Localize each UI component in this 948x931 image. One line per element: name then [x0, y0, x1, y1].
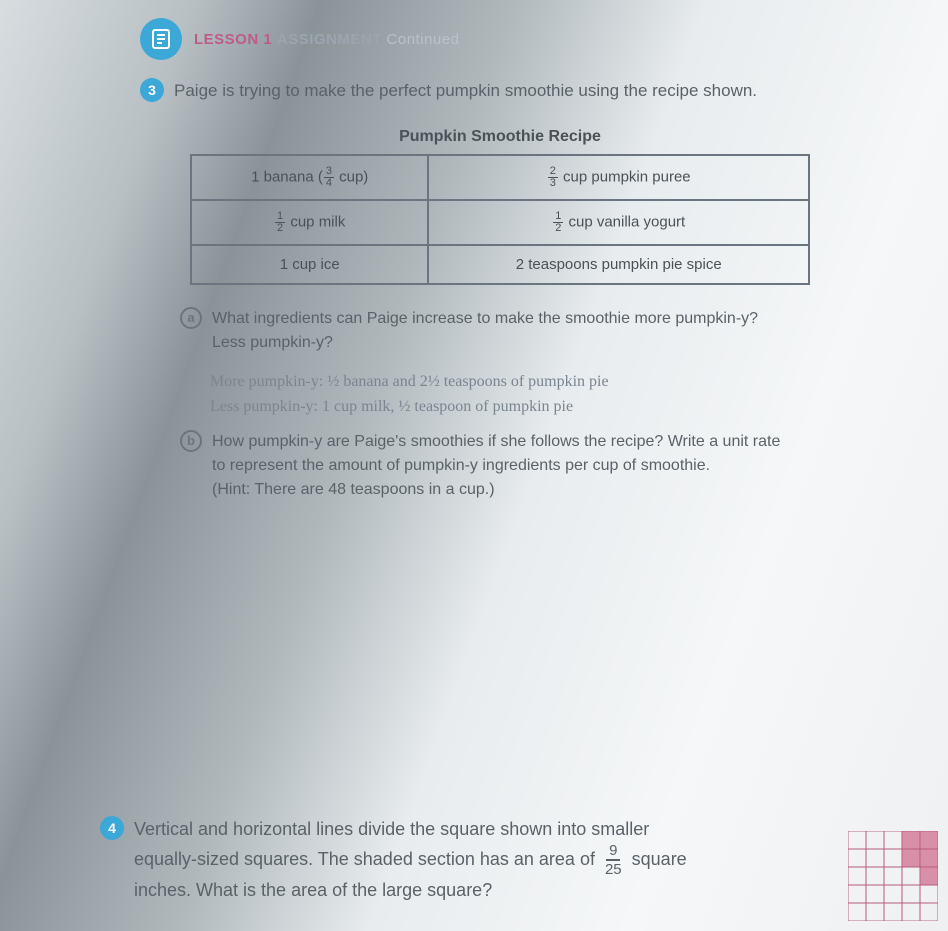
q4-number: 4 [100, 816, 124, 840]
table-row: 1 banana (34 cup) 23 cup pumpkin puree [191, 155, 809, 200]
sub-b-letter: b [180, 430, 202, 452]
handwritten-answer-a: More pumpkin-y: ½ banana and 2½ teaspoon… [210, 369, 908, 420]
table-row: 12 cup milk 12 cup vanilla yogurt [191, 200, 809, 245]
question-3: 3 Paige is trying to make the perfect pu… [140, 78, 908, 104]
q3-number: 3 [140, 78, 164, 102]
recipe-cell: 12 cup vanilla yogurt [428, 200, 809, 245]
header-text: LESSON 1 ASSIGNMENT Continued [194, 31, 459, 48]
question-4: 4 Vertical and horizontal lines divide t… [100, 816, 908, 904]
recipe-title: Pumpkin Smoothie Recipe [191, 120, 809, 155]
q3-text: Paige is trying to make the perfect pump… [174, 78, 757, 104]
recipe-cell: 1 cup ice [191, 245, 428, 284]
recipe-cell: 2 teaspoons pumpkin pie spice [428, 245, 809, 284]
sub-b-text: How pumpkin-y are Paige's smoothies if s… [212, 430, 780, 502]
lesson-label: LESSON 1 [194, 31, 272, 48]
sub-a-text: What ingredients can Paige increase to m… [212, 307, 758, 355]
sub-question-b: b How pumpkin-y are Paige's smoothies if… [180, 430, 908, 502]
lesson-icon [140, 18, 182, 60]
q4-text: Vertical and horizontal lines divide the… [134, 816, 687, 904]
assignment-label: ASSIGNMENT [277, 31, 382, 48]
sub-question-a: a What ingredients can Paige increase to… [180, 307, 908, 355]
square-grid-figure [848, 831, 938, 921]
workspace-gap [80, 516, 908, 796]
recipe-cell: 1 banana (34 cup) [191, 155, 428, 200]
lesson-header: LESSON 1 ASSIGNMENT Continued [140, 18, 908, 60]
sub-a-letter: a [180, 307, 202, 329]
recipe-cell: 23 cup pumpkin puree [428, 155, 809, 200]
table-row: 1 cup ice 2 teaspoons pumpkin pie spice [191, 245, 809, 284]
recipe-cell: 12 cup milk [191, 200, 428, 245]
continued-label: Continued [387, 31, 460, 48]
recipe-table: Pumpkin Smoothie Recipe 1 banana (34 cup… [190, 120, 810, 285]
